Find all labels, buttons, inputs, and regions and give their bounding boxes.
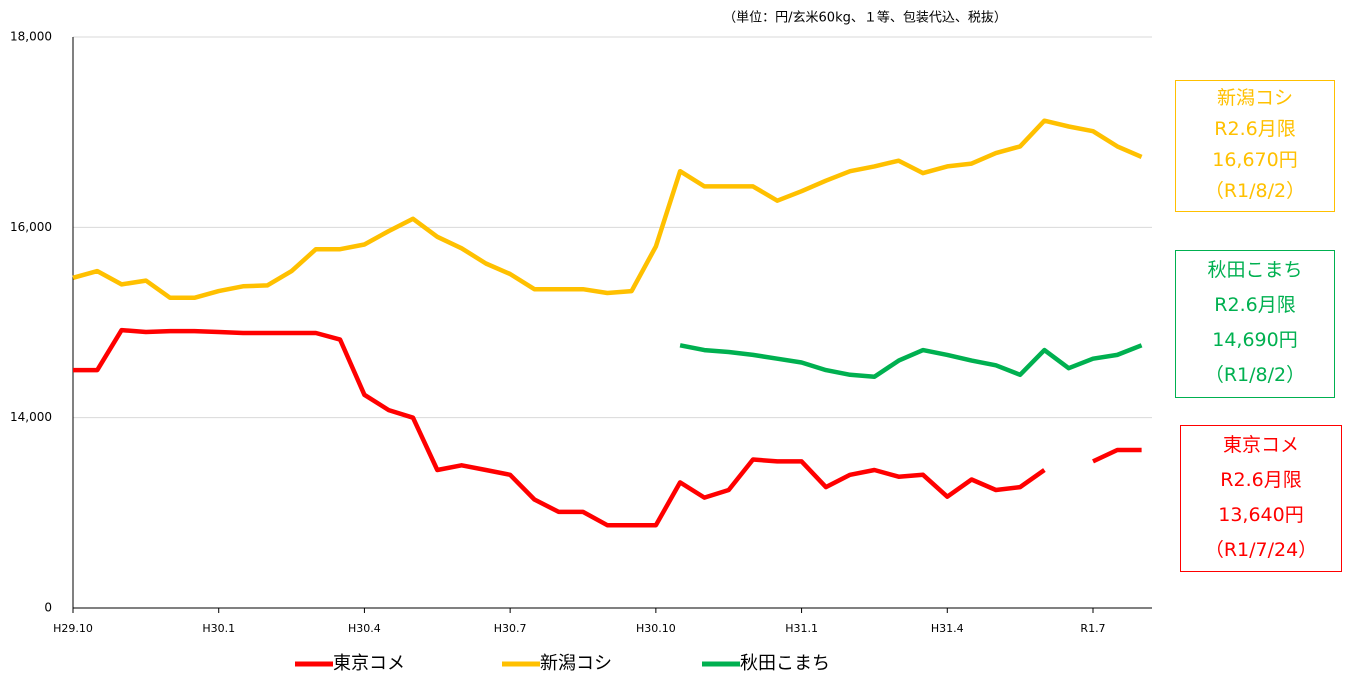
annotation-line: 秋田こまち (1207, 259, 1303, 281)
x-tick-label: H29.10 (53, 622, 93, 635)
annotation-box: 新潟コシ R2.6月限 16,670円 （R1/8/2） (1175, 80, 1335, 212)
y-tick-label: 16,000 (10, 220, 52, 234)
annotation-line: R2.6月限 (1220, 469, 1302, 491)
legend-label: 東京コメ (333, 653, 405, 674)
x-tick-label: H30.10 (636, 622, 676, 635)
annotation-box: 東京コメ R2.6月限 13,640円 （R1/7/24） (1180, 425, 1342, 572)
annotation-line: 14,690円 (1212, 329, 1298, 351)
x-tick-label: H30.7 (494, 622, 527, 635)
chart-subtitle: （単位：円/玄米60kg、１等、包装代込、税抜） (723, 10, 1007, 26)
y-tick-label: 0 (44, 601, 52, 615)
legend-label: 新潟コシ (540, 653, 612, 674)
x-tick-label: H31.1 (785, 622, 818, 635)
line-series (72, 118, 1143, 301)
x-tick-label: H31.4 (931, 622, 964, 635)
annotation-line: （R1/8/2） (1204, 364, 1306, 386)
annotation-line: R2.6月限 (1214, 294, 1296, 316)
annotation-line: 16,670円 (1212, 149, 1298, 171)
x-tick-label: H30.1 (202, 622, 235, 635)
annotation-line: （R1/8/2） (1204, 180, 1306, 202)
line-series (73, 327, 1142, 528)
annotation-line: 新潟コシ (1216, 87, 1293, 109)
x-tick-label: H30.4 (348, 622, 381, 635)
annotation-line: （R1/7/24） (1204, 539, 1318, 561)
legend-label: 秋田こまち (740, 653, 830, 674)
line-series (679, 343, 1143, 379)
annotation-line: 東京コメ (1222, 434, 1299, 456)
y-tick-label: 14,000 (10, 410, 52, 424)
y-tick-label: 18,000 (10, 30, 52, 44)
x-tick-label: R1.7 (1080, 622, 1105, 635)
annotation-line: 13,640円 (1218, 504, 1304, 526)
annotation-box: 秋田こまち R2.6月限 14,690円 （R1/8/2） (1175, 250, 1335, 398)
annotation-line: R2.6月限 (1214, 118, 1296, 140)
